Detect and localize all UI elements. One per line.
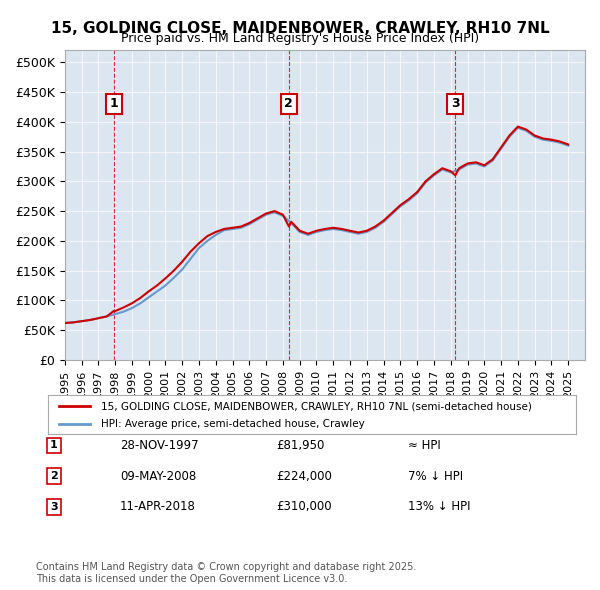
- Text: £224,000: £224,000: [276, 470, 332, 483]
- Text: 7% ↓ HPI: 7% ↓ HPI: [408, 470, 463, 483]
- Text: 09-MAY-2008: 09-MAY-2008: [120, 470, 196, 483]
- Text: ≈ HPI: ≈ HPI: [408, 439, 441, 452]
- Text: Price paid vs. HM Land Registry's House Price Index (HPI): Price paid vs. HM Land Registry's House …: [121, 32, 479, 45]
- Text: 2: 2: [50, 471, 58, 481]
- Text: £81,950: £81,950: [276, 439, 325, 452]
- Text: 3: 3: [50, 502, 58, 512]
- Text: 13% ↓ HPI: 13% ↓ HPI: [408, 500, 470, 513]
- Text: Contains HM Land Registry data © Crown copyright and database right 2025.
This d: Contains HM Land Registry data © Crown c…: [36, 562, 416, 584]
- Text: 15, GOLDING CLOSE, MAIDENBOWER, CRAWLEY, RH10 7NL: 15, GOLDING CLOSE, MAIDENBOWER, CRAWLEY,…: [50, 21, 550, 35]
- Text: 28-NOV-1997: 28-NOV-1997: [120, 439, 199, 452]
- Text: 3: 3: [451, 97, 460, 110]
- Text: HPI: Average price, semi-detached house, Crawley: HPI: Average price, semi-detached house,…: [101, 419, 365, 429]
- Text: 1: 1: [109, 97, 118, 110]
- Text: 2: 2: [284, 97, 293, 110]
- Text: £310,000: £310,000: [276, 500, 332, 513]
- Text: 15, GOLDING CLOSE, MAIDENBOWER, CRAWLEY, RH10 7NL (semi-detached house): 15, GOLDING CLOSE, MAIDENBOWER, CRAWLEY,…: [101, 401, 532, 411]
- Text: 1: 1: [50, 441, 58, 450]
- Text: 11-APR-2018: 11-APR-2018: [120, 500, 196, 513]
